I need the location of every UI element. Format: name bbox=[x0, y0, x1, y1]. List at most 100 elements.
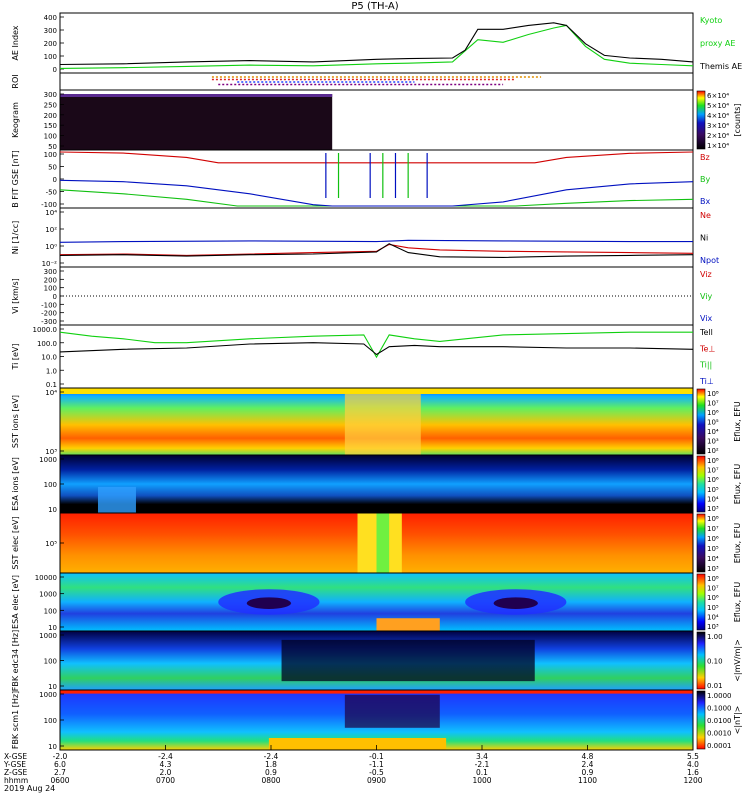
temperature-ytick-label: 100.0 bbox=[37, 340, 57, 348]
sst_ion-colorbar-tick: 10⁸ bbox=[707, 390, 719, 398]
keogram-ytick-label: 200 bbox=[44, 112, 57, 120]
fbk_b-ytick-label: 100 bbox=[44, 717, 57, 725]
xaxis-row-value: 4.3 bbox=[160, 760, 172, 769]
keogram-colorbar-tick: 4×10⁴ bbox=[707, 112, 729, 120]
velocity-frame bbox=[59, 266, 694, 326]
density-legend-entry: Npot bbox=[700, 256, 719, 265]
density-frame bbox=[59, 207, 694, 268]
esa_elec-colorbar bbox=[696, 573, 706, 631]
esa_ion-ytick-label: 10 bbox=[48, 506, 57, 514]
esa_ion-colorbar-tick: 10⁶ bbox=[707, 476, 719, 484]
temperature-ytick-label: 0.1 bbox=[46, 381, 57, 389]
esa_elec-ytick-label: 10 bbox=[48, 624, 57, 632]
fbk_e-ytick-label: 100 bbox=[44, 658, 57, 666]
xaxis-row-value: 4.0 bbox=[687, 760, 699, 769]
keogram-colorbar-tick: 6×10⁴ bbox=[707, 92, 729, 100]
xaxis-row-value: -2.0 bbox=[53, 752, 68, 761]
ae-ytick-label: 400 bbox=[44, 14, 57, 22]
sst_ion-colorbar-tick: 10⁶ bbox=[707, 409, 719, 417]
xaxis-row-value: 0.9 bbox=[582, 768, 594, 777]
sst_elec-colorbar-tick: 10⁷ bbox=[707, 525, 719, 533]
sst_elec-colorbar-unit: Eflux, EFU bbox=[733, 523, 742, 564]
roi-frame bbox=[59, 72, 694, 91]
esa-elec-core-blob bbox=[246, 597, 292, 609]
sst_ion-ytick-label: 10³ bbox=[45, 448, 57, 456]
fbk_e-colorbar-tick: 1.00 bbox=[707, 633, 723, 641]
density-series-Ni bbox=[59, 243, 694, 258]
xaxis-row-value: 4.8 bbox=[582, 752, 594, 761]
ae-legend-entry: Kyoto bbox=[700, 16, 722, 25]
roi-ylabel: ROI bbox=[11, 74, 20, 88]
keogram-ylabel: Keogram bbox=[11, 102, 20, 138]
bfield-ytick-label: -100 bbox=[41, 201, 57, 209]
fbk_e-ylabel: FBK edc34 [Hz] bbox=[11, 630, 20, 691]
plot-title: P5 (TH-A) bbox=[351, 1, 398, 12]
xaxis-row-value: 1.6 bbox=[687, 768, 699, 777]
bfield-legend-entry: Bx bbox=[700, 197, 710, 206]
velocity-ytick-label: 100 bbox=[44, 285, 57, 293]
bfield-ytick-label: 50 bbox=[48, 164, 57, 172]
ae-ytick-label: 200 bbox=[44, 40, 57, 48]
velocity-ytick-label: -100 bbox=[41, 301, 57, 309]
esa_elec-colorbar-tick: 10⁵ bbox=[707, 604, 719, 612]
esa_elec-ytick-label: 100 bbox=[44, 607, 57, 615]
fbk_b-ylabel: FBK scm1 [Hz] bbox=[11, 691, 20, 749]
xaxis-row-value: -2.4 bbox=[158, 752, 173, 761]
xaxis-row-value: 1.8 bbox=[265, 760, 277, 769]
xaxis-row-value: 0600 bbox=[50, 776, 69, 785]
xaxis-row-value: 6.0 bbox=[54, 760, 66, 769]
keogram-ytick-label: 100 bbox=[44, 133, 57, 141]
ae-legend-entry: proxy AE bbox=[700, 39, 735, 48]
density-ytick-label: 10⁴ bbox=[45, 209, 57, 217]
fbk-b-low-band bbox=[268, 738, 447, 750]
fbk-e-dark-region bbox=[281, 639, 535, 682]
esa_ion-ylabel: ESA ions [eV] bbox=[11, 457, 20, 511]
esa_ion-colorbar-tick: 10⁴ bbox=[707, 495, 719, 503]
xaxis-row-value: 0.9 bbox=[265, 768, 277, 777]
temperature-ylabel: Ti [eV] bbox=[11, 343, 20, 370]
xaxis-row-label: hhmm bbox=[4, 776, 28, 785]
keogram-colorbar bbox=[696, 90, 706, 150]
density-series-Ne bbox=[59, 243, 694, 256]
velocity-ytick-label: 200 bbox=[44, 276, 57, 284]
esa_ion-colorbar bbox=[696, 455, 706, 513]
temperature-ytick-label: 10.0 bbox=[41, 354, 57, 362]
xaxis-row-value: -0.1 bbox=[369, 752, 384, 761]
sst_elec-ytick-label: 10⁵ bbox=[45, 540, 57, 548]
sst_elec-colorbar-tick: 10⁸ bbox=[707, 515, 719, 523]
temperature-legend-entry: Ti⊥ bbox=[699, 377, 714, 386]
keogram-colorbar-tick: 2×10⁴ bbox=[707, 132, 729, 140]
xaxis-row-value: 1000 bbox=[472, 776, 491, 785]
temperature-ytick-label: 1.0 bbox=[46, 367, 57, 375]
density-ytick-label: 10⁰ bbox=[45, 243, 57, 251]
fbk_b-colorbar-tick: 0.1000 bbox=[707, 705, 732, 713]
temperature-legend-entry: Ti|| bbox=[699, 361, 712, 370]
sst_ion-colorbar-tick: 10⁵ bbox=[707, 419, 719, 427]
velocity-legend-entry: Viz bbox=[700, 270, 712, 279]
xaxis-row-value: 0700 bbox=[156, 776, 175, 785]
keogram-top-band bbox=[60, 94, 333, 97]
fbk-b-top-band bbox=[60, 690, 693, 694]
xaxis-row-value: -2.4 bbox=[264, 752, 279, 761]
esa-ion-patch bbox=[97, 486, 136, 513]
bfield-series-Bz bbox=[59, 151, 694, 164]
xaxis-row-value: 2.4 bbox=[582, 760, 594, 769]
esa_ion-ytick-label: 1000 bbox=[39, 456, 57, 464]
sst_ion-colorbar-tick: 10⁴ bbox=[707, 428, 719, 436]
esa_ion-colorbar-tick: 10⁷ bbox=[707, 467, 719, 475]
bfield-legend-entry: Bz bbox=[700, 153, 710, 162]
esa-elec-low-energy-band bbox=[376, 618, 440, 631]
xaxis-row-value: -2.1 bbox=[475, 760, 490, 769]
sst_ion-ylabel: SST ions [eV] bbox=[11, 395, 20, 448]
ae-series-Kyoto-proxy-AE bbox=[59, 24, 694, 69]
velocity-legend-entry: Vix bbox=[700, 314, 713, 323]
ae-legend-entry: Themis AE bbox=[699, 62, 742, 71]
density-ylabel: Ni [1/cc] bbox=[11, 221, 20, 255]
plot-date: 2019 Aug 24 bbox=[4, 784, 55, 793]
esa_ion-colorbar-tick: 10³ bbox=[707, 505, 719, 513]
keogram-colorbar-tick: 5×10⁴ bbox=[707, 102, 729, 110]
xaxis-row-value: 0900 bbox=[367, 776, 386, 785]
esa_elec-colorbar-tick: 10⁷ bbox=[707, 585, 719, 593]
